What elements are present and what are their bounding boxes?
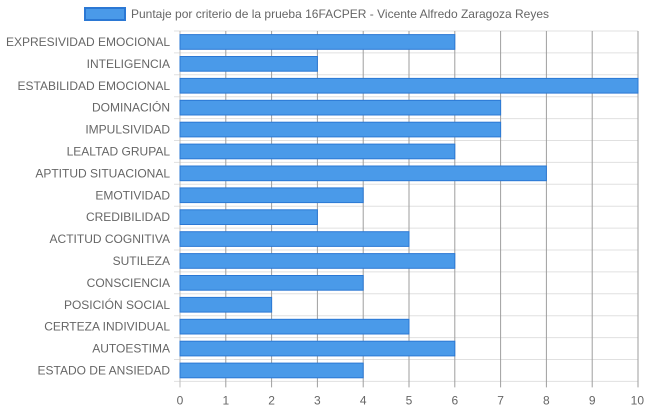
category-label: ESTABILIDAD EMOCIONAL <box>18 79 171 93</box>
x-tick-label: 8 <box>543 393 550 407</box>
x-tick-label: 3 <box>314 393 321 407</box>
category-label: CERTEZA INDIVIDUAL <box>44 320 170 334</box>
category-label: ESTADO DE ANSIEDAD <box>38 363 171 377</box>
category-label: APTITUD SITUACIONAL <box>35 166 170 180</box>
category-label: LEALTAD GRUPAL <box>67 144 171 158</box>
bar[interactable] <box>179 318 410 335</box>
x-tick-label: 5 <box>406 393 413 407</box>
category-label: CREDIBILIDAD <box>86 210 170 224</box>
x-tick-label: 2 <box>268 393 275 407</box>
x-tick-label: 10 <box>631 393 645 407</box>
x-tick-labels: 0 1 2 3 4 5 6 7 8 9 10 <box>177 393 645 407</box>
category-label: INTELIGENCIA <box>87 57 170 71</box>
x-tick-label: 7 <box>497 393 504 407</box>
bar[interactable] <box>179 34 456 50</box>
bar[interactable] <box>179 165 547 182</box>
bar[interactable] <box>179 231 410 247</box>
category-label: EMOTIVIDAD <box>95 188 170 202</box>
bar[interactable] <box>179 253 456 269</box>
category-label: DOMINACIÓN <box>92 100 170 115</box>
bar[interactable] <box>179 362 364 379</box>
legend-label: Puntaje por criterio de la prueba 16FACP… <box>131 7 549 21</box>
x-tick-label: 9 <box>589 393 596 407</box>
bars <box>179 34 639 379</box>
bar[interactable] <box>179 209 318 226</box>
category-label: AUTOESTIMA <box>92 342 170 356</box>
bar[interactable] <box>179 340 456 357</box>
category-label: IMPULSIVIDAD <box>85 123 170 137</box>
x-tick-label: 6 <box>451 393 458 407</box>
category-label: SUTILEZA <box>113 254 170 268</box>
x-tick-label: 0 <box>177 393 184 407</box>
category-label: ACTITUD COGNITIVA <box>50 232 170 246</box>
legend-swatch <box>84 7 126 21</box>
bar[interactable] <box>179 187 364 204</box>
category-label: POSICIÓN SOCIAL <box>64 297 170 312</box>
bar[interactable] <box>179 275 364 291</box>
bar[interactable] <box>179 143 456 160</box>
category-label: CONSCIENCIA <box>87 276 170 290</box>
bar[interactable] <box>179 121 502 138</box>
bar[interactable] <box>179 296 273 313</box>
category-labels: EXPRESIVIDAD EMOCIONAL INTELIGENCIA ESTABI… <box>6 35 170 378</box>
bar[interactable] <box>179 99 502 116</box>
bar[interactable] <box>179 56 318 72</box>
bar[interactable] <box>179 77 639 94</box>
x-tick-label: 1 <box>222 393 229 407</box>
legend[interactable]: Puntaje por criterio de la prueba 16FACP… <box>84 7 549 21</box>
x-tick-label: 4 <box>360 393 367 407</box>
category-label: EXPRESIVIDAD EMOCIONAL <box>6 35 170 49</box>
